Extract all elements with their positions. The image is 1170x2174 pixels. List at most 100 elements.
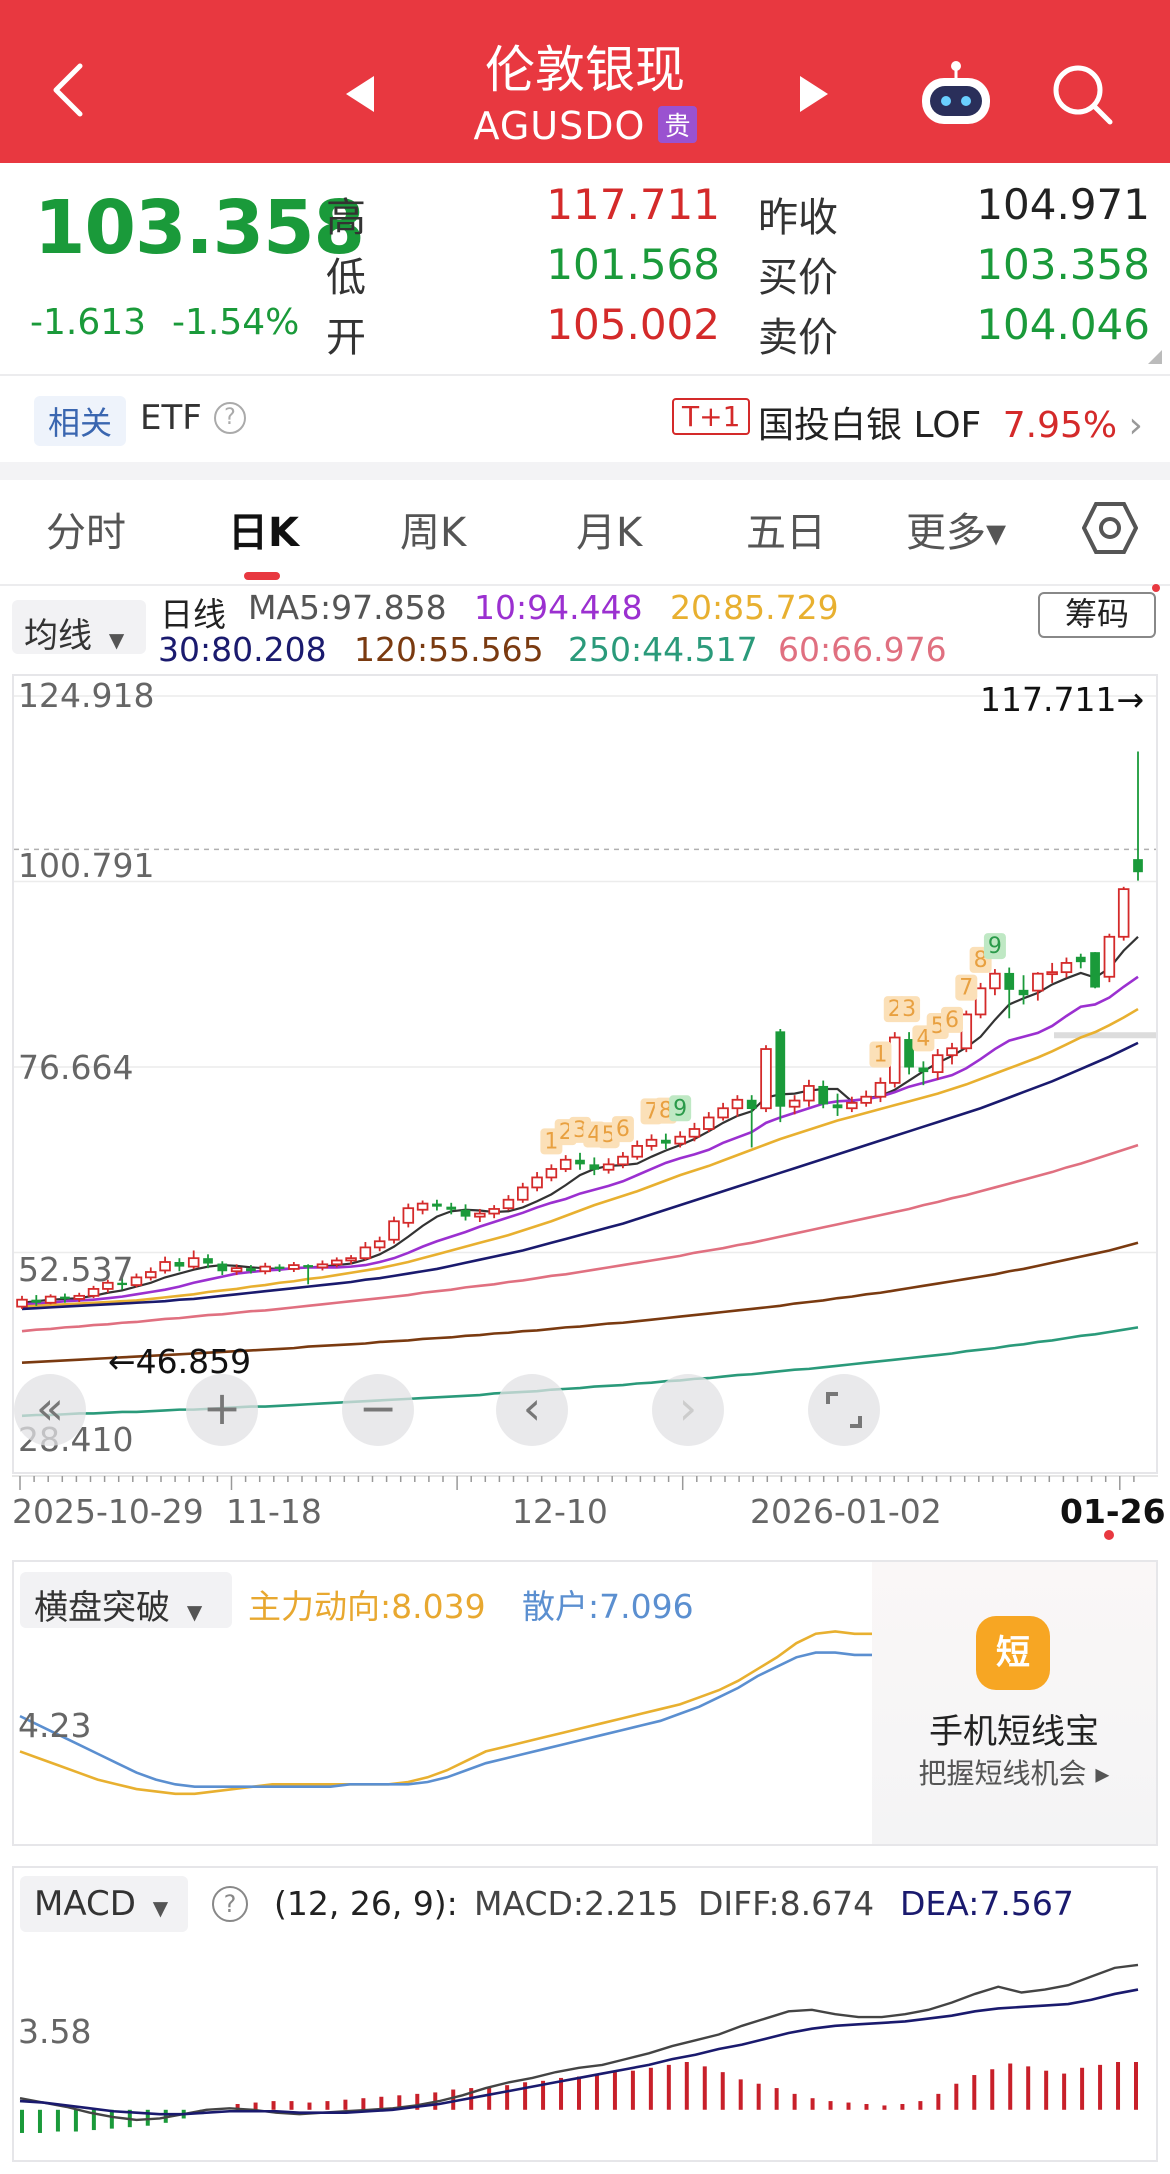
candle-body: [946, 1047, 958, 1057]
open-value: 105.002: [546, 300, 720, 349]
td-label-text: 6: [616, 1117, 630, 1142]
candle-body: [645, 1138, 658, 1147]
td-sequence-label: 3: [898, 996, 921, 1023]
ma120-value: 120:55.565: [354, 630, 544, 669]
candle: [331, 1257, 343, 1268]
expand-corner-icon[interactable]: [1148, 350, 1162, 364]
candle-body: [73, 1294, 85, 1300]
candle-body: [1075, 956, 1086, 963]
high-label: 高: [326, 195, 366, 241]
ma120-line: [21, 1241, 1139, 1365]
candle-body: [316, 1263, 329, 1269]
bid-label: 买价: [758, 255, 838, 301]
candle-body: [589, 1164, 600, 1170]
macd-help-icon[interactable]: ?: [212, 1886, 248, 1922]
candle-body: [159, 1261, 171, 1272]
tab-monthly-k[interactable]: 月K: [576, 510, 643, 556]
related-fund-link[interactable]: 国投白银 LOF 7.95% ›: [758, 396, 1143, 448]
info-icon[interactable]: ?: [214, 402, 246, 434]
candle-body: [331, 1259, 343, 1266]
candle: [345, 1255, 357, 1265]
candle: [246, 1265, 256, 1274]
td-sequence-label: 6: [941, 1006, 963, 1033]
chart-settings-button[interactable]: [1081, 500, 1139, 560]
x-tick-marks: [12, 1475, 1158, 1490]
short-badge-icon: 短: [976, 1616, 1050, 1690]
candle: [931, 1049, 944, 1080]
candle: [1032, 972, 1044, 1001]
ma20-value: 20:85.729: [670, 588, 839, 627]
x-tick-1: 2025-10-29: [12, 1492, 204, 1531]
candle-body: [931, 1054, 944, 1074]
candle-body: [259, 1265, 271, 1273]
macd-panel[interactable]: [12, 1866, 1158, 2162]
scroll-to-start-button[interactable]: «: [14, 1374, 86, 1446]
x-tick-2: 11-18: [226, 1492, 322, 1531]
zoom-out-button[interactable]: −: [342, 1374, 414, 1446]
x-tick-3: 12-10: [512, 1492, 608, 1531]
ma60-line: [21, 1143, 1139, 1333]
candle: [502, 1195, 515, 1211]
chips-button[interactable]: 筹码: [1038, 592, 1156, 638]
candle-body: [631, 1145, 643, 1158]
search-button[interactable]: [1050, 62, 1116, 132]
candle: [488, 1205, 500, 1219]
ma10-value: 10:94.448: [474, 588, 643, 627]
macd-selector[interactable]: MACD ▼: [20, 1876, 188, 1932]
td-label-bg: [669, 1095, 692, 1122]
main-force-value: 主力动向:8.039: [248, 1587, 486, 1626]
candle: [731, 1095, 744, 1117]
candle-body: [531, 1176, 543, 1189]
ma-selector[interactable]: 均线 ▼: [12, 600, 146, 656]
fullscreen-button[interactable]: [808, 1374, 880, 1446]
candle: [1117, 886, 1130, 941]
tab-daily-k[interactable]: 日K: [228, 510, 299, 556]
candle-body: [1060, 962, 1073, 974]
retail-line: [19, 1651, 874, 1789]
fund-name: 国投白银 LOF: [758, 405, 982, 446]
next-instrument-button[interactable]: [796, 74, 832, 118]
td-sequence-label: 6: [611, 1116, 634, 1143]
main-force-line: [19, 1630, 874, 1796]
candle-body: [703, 1116, 715, 1130]
candle: [174, 1258, 185, 1272]
candle-body: [345, 1257, 357, 1262]
tab-five-day[interactable]: 五日: [746, 510, 826, 556]
td-label-bg: [955, 974, 978, 1001]
prev-instrument-button[interactable]: [342, 74, 378, 118]
triangle-left-icon: [346, 76, 374, 112]
low-label: 低: [326, 255, 366, 301]
candle: [288, 1262, 300, 1273]
candle-body: [145, 1271, 157, 1279]
ma30-line: [21, 1041, 1139, 1311]
candle-body: [117, 1282, 128, 1286]
tab-intraday[interactable]: 分时: [46, 510, 126, 556]
tplus-badge: T+1: [672, 398, 751, 435]
tab-weekly-k[interactable]: 周K: [400, 510, 467, 556]
assistant-robot-button[interactable]: [918, 58, 994, 130]
back-button[interactable]: [46, 60, 96, 120]
candle-body: [846, 1101, 858, 1110]
category-badge: 贵: [658, 106, 697, 143]
tab-more[interactable]: 更多▾: [906, 510, 1007, 556]
candle-body: [803, 1085, 815, 1102]
scroll-right-button[interactable]: ›: [652, 1374, 724, 1446]
candle: [159, 1256, 171, 1274]
indicator-selector[interactable]: 横盘突破 ▼: [20, 1572, 232, 1628]
zoom-in-button[interactable]: +: [186, 1374, 258, 1446]
candle: [1133, 751, 1143, 881]
candle-body: [974, 987, 987, 1016]
candle-body: [1133, 859, 1143, 873]
ad-subtitle: 把握短线机会 ▸: [918, 1757, 1110, 1790]
candle-body: [674, 1135, 686, 1145]
ma5-value: MA5:97.858: [248, 588, 447, 627]
scroll-left-button[interactable]: ‹: [496, 1374, 568, 1446]
candle-body: [130, 1276, 143, 1286]
macd-params: (12, 26, 9):: [274, 1884, 458, 1923]
short-trade-ad-card[interactable]: 短 手机短线宝 把握短线机会 ▸: [872, 1562, 1156, 1844]
candle: [846, 1096, 858, 1113]
candle-body: [246, 1268, 256, 1272]
candle: [617, 1152, 629, 1169]
